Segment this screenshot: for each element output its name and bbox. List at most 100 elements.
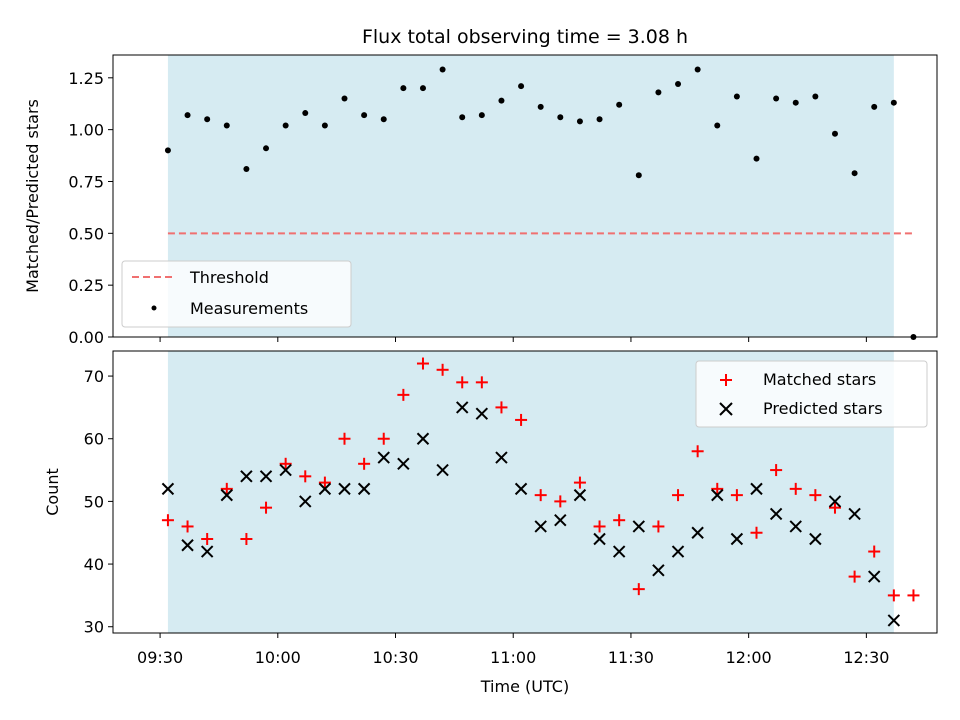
predicted-star-point <box>593 532 606 546</box>
matched-star-point <box>907 589 920 602</box>
measurement-point <box>400 85 407 92</box>
top-y-axis-label: Matched/Predicted stars <box>23 99 42 293</box>
predicted-star-point <box>671 545 685 558</box>
predicted-star-point <box>318 482 332 496</box>
matched-star-point <box>201 533 214 545</box>
matched-star-point <box>613 514 626 527</box>
predicted-star-point <box>377 451 390 464</box>
top-legend-box <box>121 260 352 328</box>
matched-star-point <box>436 363 449 376</box>
measurement-point <box>321 122 328 129</box>
measurement-point <box>204 116 211 123</box>
matched-star-point <box>750 526 763 539</box>
top-y-ticks: 0.00 0.25 0.50 0.75 1.00 1.25 <box>68 69 113 347</box>
predicted-star-point <box>887 614 901 627</box>
measurement-point <box>831 130 838 137</box>
measurement-point <box>596 116 603 123</box>
matched-star-point <box>828 501 841 514</box>
x-tick-label: 09:30 <box>137 648 183 667</box>
measurement-point <box>439 66 446 73</box>
y-tick-label: 1.00 <box>68 121 104 140</box>
matched-star-point <box>220 482 233 495</box>
matched-star-point <box>475 376 488 389</box>
measurement-point <box>655 89 662 96</box>
y-tick-label: 0.50 <box>68 224 104 243</box>
legend-measurements-label: Measurements <box>190 299 308 318</box>
top-axes-frame <box>112 54 938 338</box>
measurement-point <box>341 95 348 102</box>
y-tick-label: 40 <box>84 555 104 574</box>
predicted-star-point <box>240 470 253 483</box>
predicted-star-point <box>475 407 489 420</box>
predicted-star-point <box>809 532 822 546</box>
measurement-point <box>518 83 525 90</box>
measurements-points <box>164 66 917 340</box>
measurement-point <box>478 112 485 119</box>
predicted-star-point <box>397 457 410 471</box>
measurement-point <box>753 155 760 162</box>
measurement-point <box>361 112 368 119</box>
matched-star-point <box>377 432 390 445</box>
predicted-star-point <box>828 495 842 508</box>
measurement-point <box>733 93 740 100</box>
measurement-point <box>890 99 897 106</box>
legend-matched-swatch <box>720 374 732 386</box>
predicted-star-point <box>848 507 861 521</box>
predicted-star-point <box>750 482 763 496</box>
matched-star-point <box>456 376 469 389</box>
matched-star-point <box>495 401 508 414</box>
bottom-y-axis-label: Count <box>43 468 62 516</box>
matched-star-point <box>554 495 567 508</box>
predicted-star-point <box>259 470 273 483</box>
measurement-point <box>164 147 171 154</box>
measurement-point <box>184 112 191 119</box>
predicted-star-point <box>181 539 194 552</box>
y-tick-label: 50 <box>84 492 104 511</box>
matched-star-point <box>260 501 273 514</box>
matched-star-point <box>358 457 371 470</box>
measurement-point <box>675 81 682 88</box>
matched-star-point <box>181 520 194 533</box>
x-tick-label: 11:30 <box>608 648 654 667</box>
x-axis-label: Time (UTC) <box>480 677 569 696</box>
predicted-star-point <box>730 532 744 546</box>
x-tick-label: 10:00 <box>255 648 301 667</box>
matched-star-point <box>573 476 586 489</box>
bottom-legend-box <box>695 360 928 428</box>
y-tick-label: 30 <box>84 618 104 637</box>
predicted-star-point <box>495 451 508 464</box>
matched-star-point <box>416 357 429 370</box>
predicted-star-point <box>691 526 704 539</box>
matched-star-point <box>515 413 528 426</box>
legend-measurements-swatch <box>151 305 157 311</box>
measurement-point <box>419 85 426 92</box>
y-tick-label: 60 <box>84 430 104 449</box>
matched-star-point <box>789 482 802 495</box>
y-tick-label: 0.25 <box>68 276 104 295</box>
measurement-point <box>498 97 505 104</box>
matched-star-point <box>868 545 881 558</box>
matched-star-point <box>711 482 724 495</box>
predicted-star-point <box>769 507 783 521</box>
x-tick-label: 10:30 <box>372 648 418 667</box>
measurement-point <box>459 114 466 121</box>
predicted-star-point <box>436 463 449 477</box>
measurement-point <box>576 118 583 125</box>
predicted-star-point <box>338 482 351 496</box>
measurement-point <box>812 93 819 100</box>
measurement-point <box>694 66 701 73</box>
predicted-star-point <box>534 520 547 533</box>
matched-star-point <box>397 388 410 401</box>
matched-star-point <box>632 583 645 596</box>
measurement-point <box>282 122 289 129</box>
matched-star-point <box>318 476 331 489</box>
measurement-point <box>714 122 721 129</box>
predicted-star-point <box>456 401 469 414</box>
predicted-star-point <box>299 495 312 508</box>
predicted-star-point <box>711 488 724 502</box>
legend-predicted-swatch <box>719 402 733 416</box>
matched-star-point <box>652 520 665 533</box>
predicted-star-point <box>514 482 528 496</box>
matched-star-point <box>593 520 606 533</box>
